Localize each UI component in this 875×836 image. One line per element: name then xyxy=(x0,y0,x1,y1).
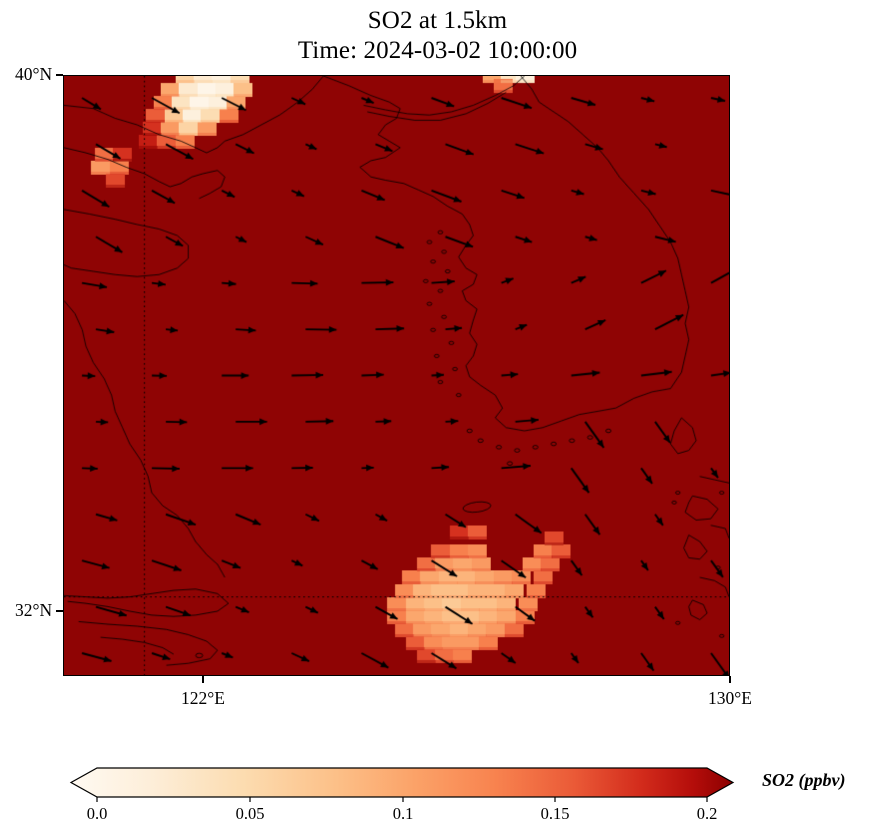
colorbar-tick-label: 0.05 xyxy=(235,804,265,823)
colorbar-label: SO2 (ppbv) xyxy=(762,770,846,790)
y-axis-label: 40°N xyxy=(15,64,53,84)
colorbar-tick-label: 0.1 xyxy=(392,804,414,823)
colorbar-tick-label: 0.2 xyxy=(696,804,718,823)
y-axis-tick xyxy=(56,74,63,76)
figure-title: SO2 at 1.5km Time: 2024-03-02 10:00:00 xyxy=(0,6,875,65)
colorbar-tick-label: 0.15 xyxy=(540,804,570,823)
x-axis-tick xyxy=(202,676,204,683)
title-line-variable: SO2 at 1.5km xyxy=(367,7,508,34)
y-axis-label: 32°N xyxy=(15,600,53,620)
x-axis-tick xyxy=(729,676,731,683)
x-axis-label: 130°E xyxy=(708,688,752,708)
map-plot-area xyxy=(63,75,730,676)
title-line-time: Time: 2024-03-02 10:00:00 xyxy=(297,36,578,64)
y-axis-tick xyxy=(56,610,63,612)
so2-concentration-heatmap xyxy=(64,76,729,675)
x-axis-label: 122°E xyxy=(181,688,225,708)
colorbar-tick-label: 0.0 xyxy=(86,804,108,823)
